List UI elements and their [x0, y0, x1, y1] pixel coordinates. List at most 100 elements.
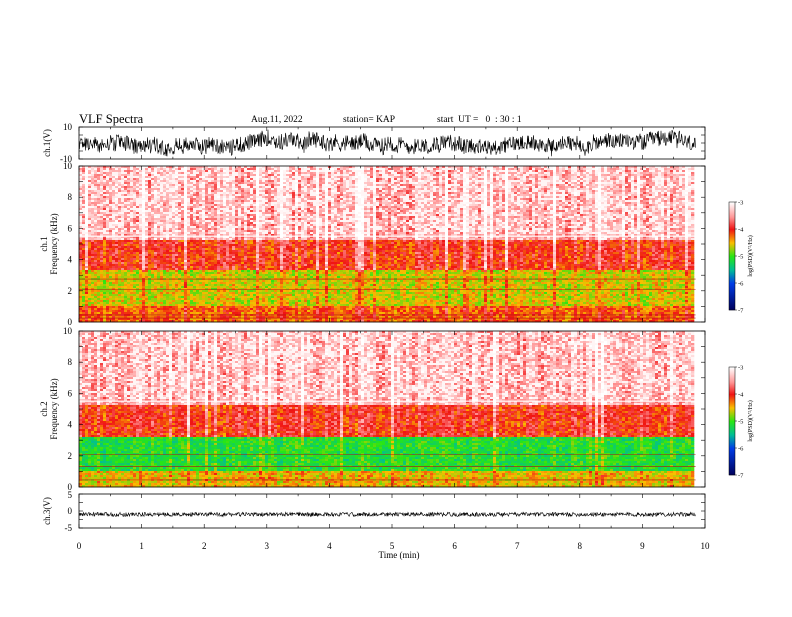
spectrogram-cell — [118, 206, 121, 208]
spectrogram-cell — [289, 172, 292, 174]
spectrogram-cell — [595, 198, 598, 200]
spectrogram-cell — [415, 182, 418, 184]
spectrogram-cell — [490, 188, 493, 190]
spectrogram-cell — [283, 190, 286, 192]
spectrogram-cell — [325, 202, 328, 204]
spectrogram-cell — [682, 188, 685, 190]
spectrogram-cell — [115, 202, 118, 204]
spectrogram-cell — [682, 168, 685, 170]
spectrogram-cell — [247, 190, 250, 192]
spectrogram-cell — [412, 170, 415, 172]
spectrogram-cell — [247, 202, 250, 204]
spectrogram-cell — [205, 172, 208, 174]
spectrogram-cell — [181, 180, 184, 182]
spectrogram-cell — [388, 188, 391, 190]
spectrogram-cell — [532, 184, 535, 186]
spectrogram-cell — [370, 176, 373, 178]
spectrogram-cell — [445, 186, 448, 188]
spectrogram-cell — [565, 184, 568, 186]
spectrogram-cell — [508, 212, 511, 214]
spectrogram-cell — [190, 184, 193, 186]
spectrogram-cell — [487, 194, 490, 196]
spectrogram-cell — [643, 180, 646, 182]
spectrogram-cell — [403, 182, 406, 184]
spectrogram-cell — [589, 198, 592, 200]
spectrogram-cell — [664, 196, 667, 198]
spectrogram-cell — [133, 182, 136, 184]
spectrogram-cell — [121, 198, 124, 200]
spectrogram-cell — [565, 168, 568, 170]
spectrogram-cell — [364, 192, 367, 194]
spectrogram-cell — [298, 176, 301, 178]
spectrogram-cell — [298, 202, 301, 204]
spectrogram-cell — [160, 200, 163, 202]
spectrogram-cell — [379, 192, 382, 194]
spectrogram-cell — [211, 188, 214, 190]
spectrogram-cell — [541, 194, 544, 196]
spectrogram-cell — [160, 192, 163, 194]
spectrogram-cell — [97, 202, 100, 204]
spectrogram-cell — [598, 186, 601, 188]
spectrogram-cell — [622, 184, 625, 186]
spectrogram-cell — [238, 176, 241, 178]
spectrogram-cell — [523, 198, 526, 200]
spectrogram-cell — [217, 212, 220, 214]
spectrogram-cell — [253, 200, 256, 202]
spectrogram-cell — [328, 194, 331, 196]
spectrogram-cell — [439, 206, 442, 208]
spectrogram-cell — [691, 208, 694, 210]
spectrogram-cell — [412, 172, 415, 174]
spectrogram-cell — [91, 190, 94, 192]
spectrogram-cell — [373, 194, 376, 196]
spectrogram-cell — [283, 176, 286, 178]
spectrogram-cell — [610, 202, 613, 204]
spectrogram-cell — [544, 202, 547, 204]
spectrogram-cell — [382, 204, 385, 206]
spectrogram-cell — [205, 174, 208, 176]
spectrogram-cell — [307, 192, 310, 194]
spectrogram-cell — [331, 210, 334, 212]
spectrogram-cell — [358, 180, 361, 182]
spectrogram-cell — [661, 194, 664, 196]
spectrogram-cell — [313, 208, 316, 210]
spectrogram-cell — [268, 192, 271, 194]
spectrogram-cell — [97, 212, 100, 214]
spectrogram-cell — [340, 188, 343, 190]
spectrogram-cell — [253, 184, 256, 186]
spectrogram-cell — [235, 212, 238, 214]
spectrogram-cell — [163, 198, 166, 200]
spectrogram-cell — [142, 184, 145, 186]
spectrogram-cell — [226, 168, 229, 170]
spectrogram-cell — [652, 182, 655, 184]
spectrogram-cell — [685, 184, 688, 186]
spectrogram-cell — [592, 188, 595, 190]
spectrogram-cell — [490, 206, 493, 208]
spectrogram-cell — [121, 194, 124, 196]
spectrogram-cell — [610, 184, 613, 186]
spectrogram-cell — [586, 186, 589, 188]
spectrogram-cell — [184, 190, 187, 192]
spectrogram-cell — [220, 178, 223, 180]
spectrogram-cell — [496, 190, 499, 192]
spectrogram-cell — [646, 176, 649, 178]
spectrogram-cell — [361, 196, 364, 198]
spectrogram-cell — [559, 174, 562, 176]
spectrogram-cell — [511, 180, 514, 182]
spectrogram-cell — [277, 208, 280, 210]
spectrogram-cell — [517, 180, 520, 182]
spectrogram-cell — [568, 200, 571, 202]
spectrogram-cell — [442, 206, 445, 208]
spectrogram-cell — [181, 198, 184, 200]
spectrogram-cell — [178, 178, 181, 180]
spectrogram-cell — [505, 186, 508, 188]
spectrogram-cell — [250, 206, 253, 208]
spectrogram-cell — [568, 192, 571, 194]
spectrogram-cell — [664, 212, 667, 214]
spectrogram-cell — [622, 202, 625, 204]
spectrogram-cell — [466, 208, 469, 210]
spectrogram-cell — [622, 182, 625, 184]
spectrogram-cell — [553, 184, 556, 186]
spectrogram-cell — [607, 192, 610, 194]
spectrogram-cell — [268, 170, 271, 172]
spectrogram-cell — [376, 202, 379, 204]
